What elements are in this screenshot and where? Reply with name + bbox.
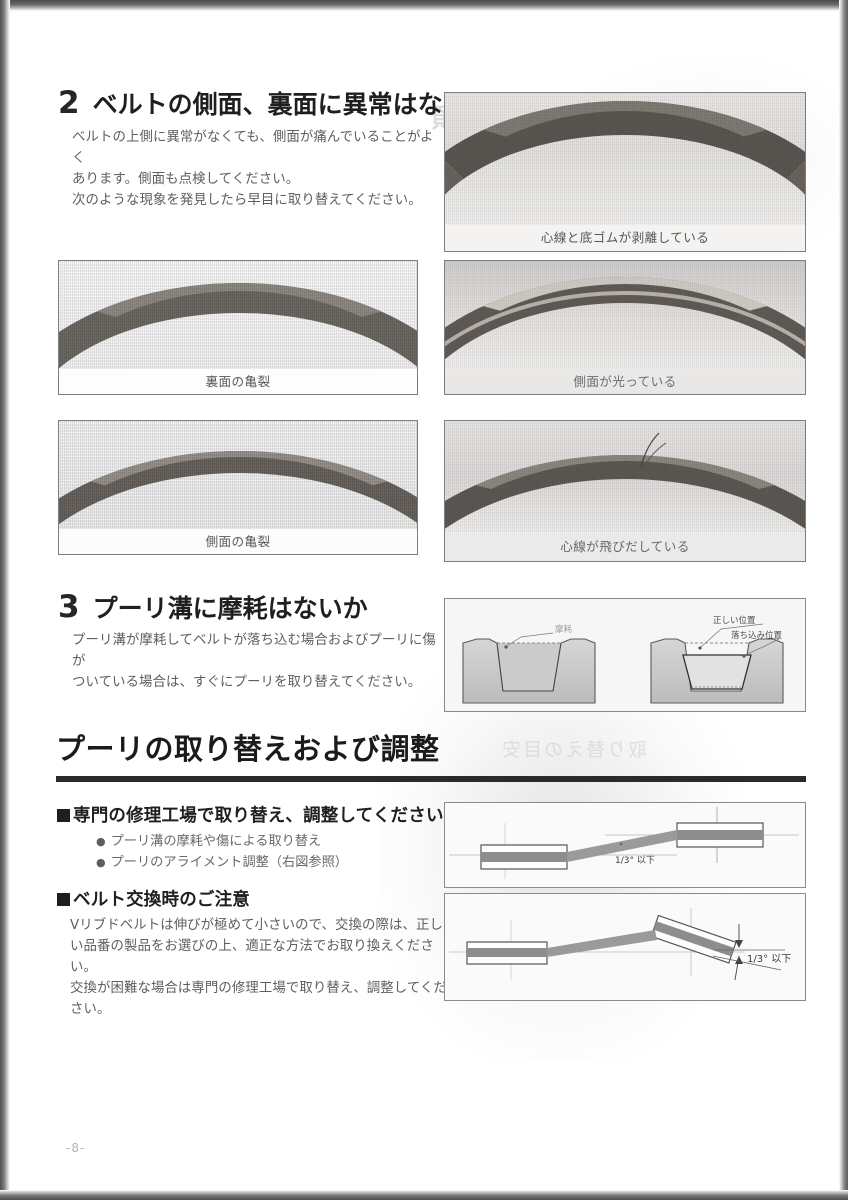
alignment-angular-offset-diagram: 1/3° 以下: [444, 893, 806, 1001]
section-3-heading: 3 プーリ溝に摩耗はないか: [58, 592, 368, 623]
photo-core-separation: 心線と底ゴムが剥離している: [444, 92, 806, 252]
photo-side-crack-caption: 側面の亀裂: [59, 529, 417, 554]
block-1-heading: 専門の修理工場で取り替え、調整してください。: [57, 802, 461, 827]
alignment-parallel-angle-label: 1/3° 以下: [615, 856, 655, 866]
section-2-title: ベルトの側面、裏面に異常はないか: [92, 90, 493, 119]
square-bullet-icon: [57, 809, 70, 822]
scan-edge-top: [0, 0, 848, 11]
photo-core-protruding: 心線が飛びだしている: [444, 420, 806, 562]
photo-side-crack: 側面の亀裂: [58, 420, 418, 555]
pulley-label-drop-in-position: 落ち込み位置: [731, 631, 783, 641]
photo-side-glossy-caption: 側面が光っている: [445, 369, 805, 394]
alignment-angular-angle-label: 1/3° 以下: [747, 954, 792, 965]
alignment-angular-svg: [449, 908, 785, 981]
section-3-number: 3: [58, 589, 80, 625]
section-3-body: プーリ溝が摩耗してベルトが落ち込む場合およびプーリに傷が ついている場合は、すぐ…: [72, 633, 436, 690]
photo-core-protruding-caption: 心線が飛びだしている: [445, 533, 805, 561]
scan-edge-right: [839, 0, 848, 1200]
photo-side-glossy: 側面が光っている: [444, 260, 806, 395]
block-1-bullet-0: プーリ溝の摩耗や傷による取り替え: [96, 831, 348, 852]
section-3-title: プーリ溝に摩耗はないか: [92, 594, 368, 623]
core-wire-whisker: [640, 432, 667, 470]
block-1-heading-text: 専門の修理工場で取り替え、調整してください。: [73, 806, 462, 826]
band-rule: [56, 776, 806, 782]
section-2-heading: 2 ベルトの側面、裏面に異常はないか: [58, 88, 493, 119]
block-1-bullet-1: プーリのアライメント調整（右図参照）: [96, 852, 348, 873]
scan-edge-left: [0, 0, 10, 1200]
photo-back-crack: 裏面の亀裂: [58, 260, 418, 395]
block-2-heading-text: ベルト交換時のご注意: [73, 890, 250, 910]
pulley-label-correct-position: 正しい位置: [713, 616, 756, 626]
page-number: -8-: [66, 1141, 86, 1155]
alignment-parallel-svg: [449, 807, 799, 879]
photo-core-separation-caption: 心線と底ゴムが剥離している: [445, 225, 805, 251]
section-2-number: 2: [58, 85, 80, 121]
scan-edge-bottom: [0, 1190, 848, 1200]
photo-back-crack-caption: 裏面の亀裂: [59, 369, 417, 394]
block-2-heading: ベルト交換時のご注意: [57, 886, 250, 911]
pulley-groove-wear-diagram: 摩耗 正しい位置 落ち込み位置: [444, 598, 806, 712]
pulley-groove-svg: [462, 623, 784, 704]
alignment-parallel-offset-diagram: 1/3° 以下: [444, 802, 806, 888]
square-bullet-icon-2: [57, 893, 70, 906]
block-1-bullets: プーリ溝の摩耗や傷による取り替え プーリのアライメント調整（右図参照）: [96, 831, 348, 873]
block-2-body: Vリブドベルトは伸びが極めて小さいので、交換の際は、正し い品番の製品をお選びの…: [70, 918, 447, 1017]
pulley-label-wear: 摩耗: [555, 625, 573, 635]
bleed-text-4: 取り替えの目安: [500, 739, 648, 761]
section-2-body: ベルトの上側に異常がなくても、側面が痛んでいることがよく あります。側面も点検し…: [72, 130, 434, 208]
band-heading: プーリの取り替えおよび調整: [56, 732, 440, 766]
